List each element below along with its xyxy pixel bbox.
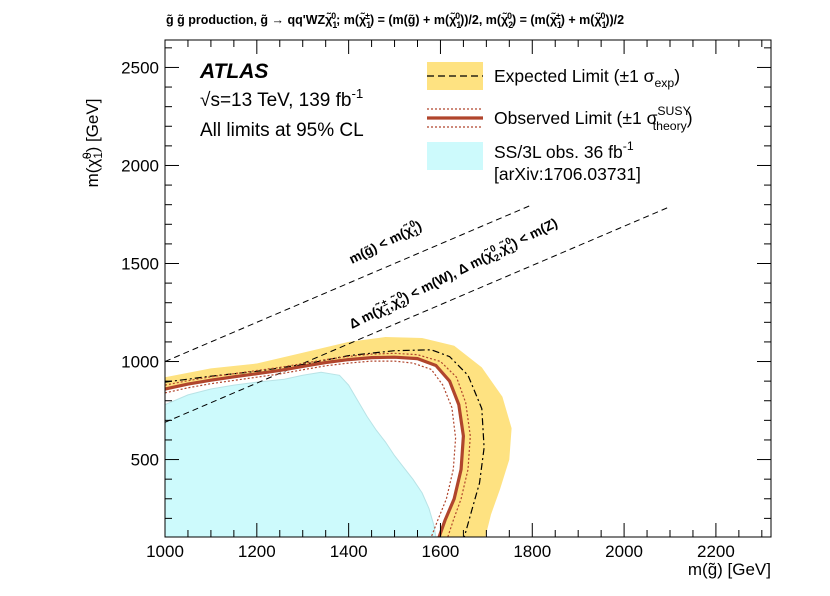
observed-limit-down-line (165, 360, 457, 537)
x-axis-label: m(g̃) [GeV] (688, 560, 771, 579)
expected-band (165, 337, 512, 537)
cl-label: All limits at 95% CL (200, 120, 364, 141)
chart-title: g̃ g̃ production, g̃ → qq'WZχ̃10; m(χ̃1±… (166, 11, 624, 30)
x-tick-label: 1000 (146, 542, 184, 561)
y-axis-label: m(χ̃10) [GeV] (80, 99, 105, 188)
x-tick-label: 1400 (330, 542, 368, 561)
annotation-delta-m: Δ m(χ̃1±,χ̃20) < m(W), Δ m(χ̃20,χ̃10) < … (346, 214, 562, 336)
legend-expected-label: Expected Limit (±1 σexp) (494, 66, 680, 90)
ss3l-region (165, 371, 437, 537)
legend: Expected Limit (±1 σexp) Observed Limit … (427, 62, 693, 184)
legend-ss3l-label-line1: SS/3L obs. 36 fb-1 (494, 139, 634, 162)
y-tick-label: 1500 (121, 255, 159, 274)
x-axis: 1000 1200 1400 1600 1800 2000 2200 (146, 40, 763, 561)
y-tick-label: 2500 (121, 58, 159, 77)
y-axis: 500 1000 1500 2000 2500 (121, 47, 771, 519)
x-tick-label: 1600 (422, 542, 460, 561)
y-tick-label: 1000 (121, 353, 159, 372)
x-tick-label: 2000 (605, 542, 643, 561)
diagonal-line-mass-ordering (165, 204, 533, 362)
x-tick-label: 2200 (697, 542, 735, 561)
legend-observed-label: Observed Limit (±1 σSUSY theory) (494, 104, 693, 133)
plot-frame (164, 39, 772, 538)
annotation-mass-ordering: m(g̃) < m(χ̃10) (346, 216, 426, 270)
legend-ss3l-label-line2: [arXiv:1706.03731] (494, 164, 641, 184)
expected-limit-line (165, 349, 485, 537)
energy-lumi-label: √s=13 TeV, 139 fb-1 (200, 86, 363, 111)
x-tick-label: 1200 (238, 542, 276, 561)
observed-limit-up-line (165, 352, 471, 537)
x-tick-label: 1800 (513, 542, 551, 561)
plot-area (165, 204, 671, 537)
y-tick-label: 2000 (121, 156, 159, 175)
legend-ss3l-swatch (427, 142, 483, 170)
diagonal-line-delta-m (165, 206, 671, 423)
y-tick-label: 500 (131, 451, 159, 470)
observed-limit-line (165, 355, 466, 537)
atlas-label: ATLAS (199, 60, 268, 83)
